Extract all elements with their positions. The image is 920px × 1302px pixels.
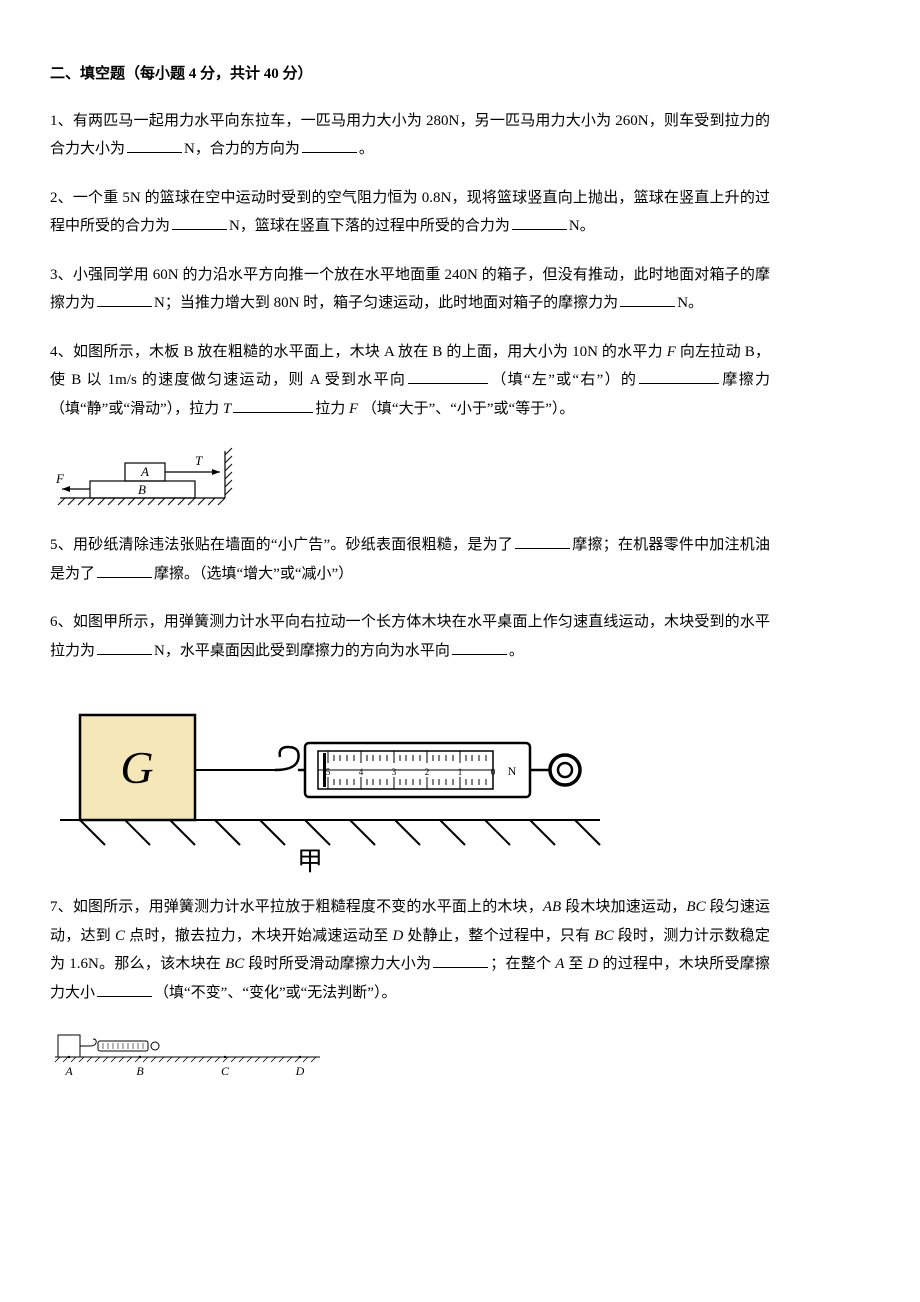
- q4-var-T: T: [223, 401, 231, 417]
- question-1: 1、有两匹马一起用力水平向东拉车，一匹马用力大小为 280N，另一匹马用力大小为…: [50, 107, 770, 164]
- question-3: 3、小强同学用 60N 的力沿水平方向推一个放在水平地面重 240N 的箱子，但…: [50, 261, 770, 318]
- q4-text-f: （填“大于”、“小于”或“等于”）。: [358, 401, 574, 417]
- question-7: 7、如图所示，用弹簧测力计水平拉放于粗糙程度不变的水平面上的木块，AB 段木块加…: [50, 893, 770, 1007]
- q5-text-a: 5、用砂纸清除违法张贴在墙面的“小广告”。砂纸表面很粗糙，是为了: [50, 537, 513, 553]
- q7-t11: （填“不变”、“变化”或“无法判断”）。: [154, 985, 396, 1001]
- fig6-scale-2: 2: [425, 767, 430, 777]
- q4-var-F2: F: [349, 401, 358, 417]
- q7-ab: AB: [543, 899, 561, 915]
- q7-a: A: [555, 956, 564, 972]
- question-6: 6、如图甲所示，用弹簧测力计水平向右拉动一个长方体木块在水平桌面上作匀速直线运动…: [50, 608, 770, 665]
- q2-blank-1: [172, 214, 227, 230]
- q4-text-e: 拉力: [315, 401, 349, 417]
- question-5: 5、用砂纸清除违法张贴在墙面的“小广告”。砂纸表面很粗糙，是为了摩擦；在机器零件…: [50, 531, 770, 588]
- q6-blank-2: [452, 639, 507, 655]
- figure-q6: G: [50, 685, 770, 875]
- q7-t2: 段木块加速运动，: [561, 899, 686, 915]
- q1-blank-2: [302, 137, 357, 153]
- q5-blank-1: [515, 533, 570, 549]
- q3-text-b: N；当推力增大到 80N 时，箱子匀速运动，此时地面对箱子的摩擦力为: [154, 295, 618, 311]
- q2-text-b: N，篮球在竖直下落的过程中所受的合力为: [229, 218, 510, 234]
- fig7-label-B: B: [136, 1064, 144, 1078]
- q4-text-a: 4、如图所示，木板 B 放在粗糙的水平面上，木块 A 放在 B 的上面，用大小为…: [50, 344, 667, 360]
- q7-blank-2: [97, 981, 152, 997]
- fig6-label-G: G: [120, 742, 153, 793]
- q7-d2: D: [588, 956, 599, 972]
- q1-text-c: 。: [359, 141, 374, 157]
- fig6-scale-0: 0: [491, 767, 496, 777]
- q7-bc: BC: [686, 899, 705, 915]
- q2-blank-2: [512, 214, 567, 230]
- fig6-scale-4: 4: [359, 767, 364, 777]
- q7-blank-1: [433, 952, 488, 968]
- q2-text-c: N。: [569, 218, 595, 234]
- q4-var-F: F: [667, 344, 676, 360]
- fig4-label-B: B: [138, 482, 146, 497]
- q7-t4: 点时，撤去拉力，木块开始减速运动至: [125, 928, 392, 944]
- q6-text-c: 。: [509, 643, 524, 659]
- q3-text-c: N。: [677, 295, 703, 311]
- q7-t8: ；在整个: [490, 956, 555, 972]
- q7-d: D: [392, 928, 403, 944]
- q5-text-c: 摩擦。（选填“增大”或“减小”）: [154, 566, 353, 582]
- q4-blank-2: [639, 368, 719, 384]
- q7-bc2: BC: [594, 928, 613, 944]
- fig6-scale-3: 3: [392, 767, 397, 777]
- q4-blank-1: [408, 368, 488, 384]
- q5-blank-2: [97, 562, 152, 578]
- question-2: 2、一个重 5N 的篮球在空中运动时受到的空气阻力恒为 0.8N，现将篮球竖直向…: [50, 184, 770, 241]
- q7-c: C: [115, 928, 125, 944]
- section-title: 二、填空题（每小题 4 分，共计 40 分）: [50, 60, 770, 89]
- figure-q4: B A F T: [50, 443, 770, 513]
- fig6-scale-unit: N: [508, 764, 517, 778]
- q7-t7: 段时所受滑动摩擦力大小为: [244, 956, 431, 972]
- q7-t9: 至: [564, 956, 587, 972]
- fig4-label-F: F: [55, 471, 65, 486]
- fig4-label-T: T: [195, 453, 203, 468]
- q3-blank-1: [97, 291, 152, 307]
- q4-text-c: （填“左”或“右”）的: [490, 372, 637, 388]
- q6-text-b: N，水平桌面因此受到摩擦力的方向为水平向: [154, 643, 450, 659]
- q4-blank-3: [233, 397, 313, 413]
- q6-blank-1: [97, 639, 152, 655]
- fig6-scale-5: 5: [326, 767, 331, 777]
- q7-t1: 7、如图所示，用弹簧测力计水平拉放于粗糙程度不变的水平面上的木块，: [50, 899, 543, 915]
- figure-q7: A B C D: [50, 1027, 770, 1082]
- fig7-label-D: D: [295, 1064, 305, 1078]
- fig6-caption: 甲: [297, 847, 323, 875]
- q1-blank-1: [127, 137, 182, 153]
- q1-text-b: N，合力的方向为: [184, 141, 300, 157]
- fig7-label-A: A: [64, 1064, 73, 1078]
- fig6-scale-1: 1: [458, 767, 463, 777]
- q3-blank-2: [620, 291, 675, 307]
- q7-bc3: BC: [225, 956, 244, 972]
- question-4: 4、如图所示，木板 B 放在粗糙的水平面上，木块 A 放在 B 的上面，用大小为…: [50, 338, 770, 424]
- q7-t5: 处静止，整个过程中，只有: [403, 928, 594, 944]
- fig7-label-C: C: [221, 1064, 230, 1078]
- fig4-label-A: A: [140, 464, 149, 479]
